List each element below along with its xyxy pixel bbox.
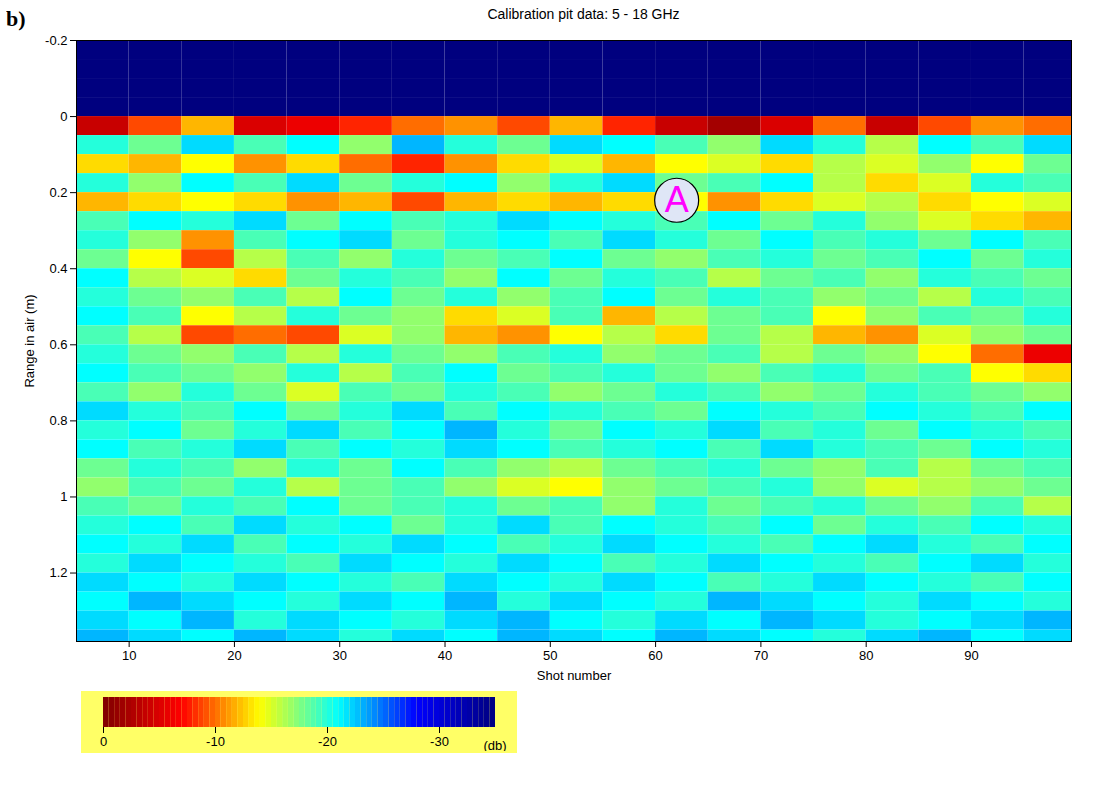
svg-text:70: 70: [754, 648, 768, 663]
svg-text:(db): (db): [483, 738, 506, 752]
svg-text:1: 1: [60, 489, 67, 504]
svg-text:10: 10: [122, 648, 136, 663]
svg-text:0.4: 0.4: [49, 261, 67, 276]
svg-text:0: 0: [60, 109, 67, 124]
svg-text:30: 30: [332, 648, 346, 663]
svg-text:-0.2: -0.2: [45, 33, 67, 48]
html-text:b): b): [6, 6, 26, 31]
svg-text:Range in air (m): Range in air (m): [22, 294, 37, 387]
svg-text:Shot number: Shot number: [537, 668, 612, 683]
svg-text:0.2: 0.2: [49, 185, 67, 200]
svg-text:1.2: 1.2: [49, 565, 67, 580]
svg-text:0.8: 0.8: [49, 413, 67, 428]
svg-text:-30: -30: [430, 734, 449, 749]
svg-text:90: 90: [964, 648, 978, 663]
svg-text:0.6: 0.6: [49, 337, 67, 352]
svg-text:-20: -20: [318, 734, 337, 749]
svg-text:20: 20: [227, 648, 241, 663]
svg-text:60: 60: [648, 648, 662, 663]
svg-text:0: 0: [100, 734, 107, 749]
html-text:Calibration pit data: 5 - 18 G: Calibration pit data: 5 - 18 GHz: [487, 6, 680, 22]
svg-text:A: A: [665, 179, 689, 220]
svg-text:-10: -10: [206, 734, 225, 749]
svg-text:80: 80: [859, 648, 873, 663]
svg-text:40: 40: [438, 648, 452, 663]
svg-text:50: 50: [543, 648, 557, 663]
